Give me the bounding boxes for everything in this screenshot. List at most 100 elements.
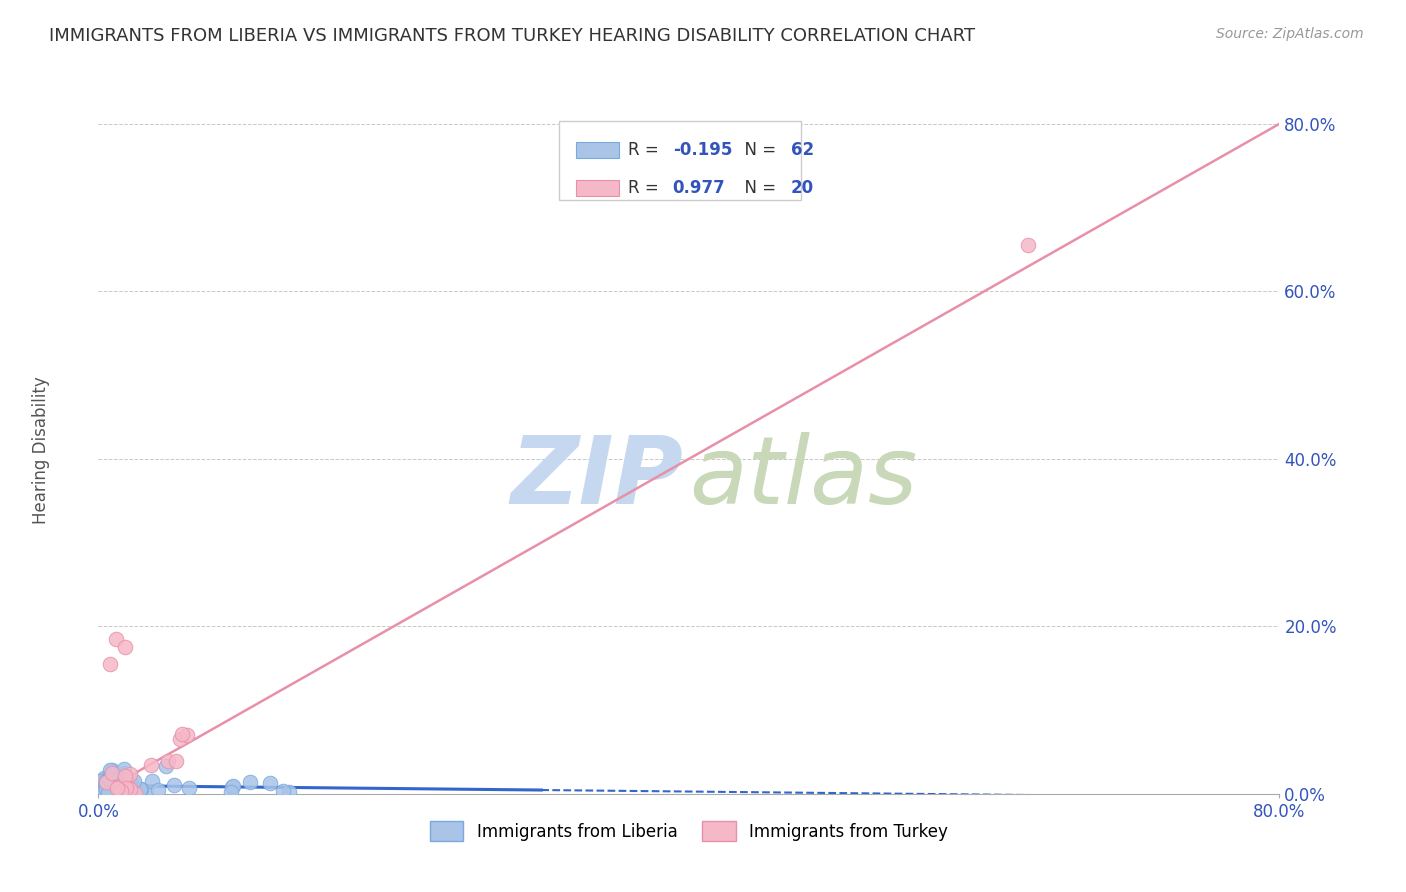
Point [239,775,262,789]
Point [100,771,122,785]
Point [105,632,128,646]
Point [90,774,112,789]
Point [93,786,115,800]
Point [139,758,162,772]
Point [115,781,138,796]
Point [96,776,118,790]
Point [107,772,129,787]
Point [98,764,121,778]
Point [98,781,121,796]
Point [98,772,121,787]
Point [141,774,163,789]
Point [96,774,118,789]
Point [94,782,117,797]
Point [103,786,125,800]
Point [157,754,180,768]
Point [97,786,120,800]
Point [277,785,299,799]
Text: R =: R = [627,141,664,159]
Point [114,769,136,783]
Point [107,784,129,798]
Point [112,765,135,780]
Point [105,781,128,796]
Point [89,786,111,800]
Point [98,772,121,787]
Text: N =: N = [734,179,782,197]
Point [118,766,141,780]
Point [155,759,177,773]
Point [93,783,115,797]
Point [98,784,121,798]
Point [110,784,132,798]
Point [101,780,124,795]
Text: 62: 62 [790,141,814,159]
Point [117,781,139,796]
Text: IMMIGRANTS FROM LIBERIA VS IMMIGRANTS FROM TURKEY HEARING DISABILITY CORRELATION: IMMIGRANTS FROM LIBERIA VS IMMIGRANTS FR… [49,27,976,45]
Point [89,782,111,797]
FancyBboxPatch shape [560,120,801,200]
Point [94,778,117,792]
Point [163,778,186,792]
Point [100,769,122,783]
Point [120,776,142,790]
Point [89,781,111,796]
Text: atlas: atlas [689,433,917,524]
Point [129,782,152,797]
Point [91,786,114,800]
Point [111,777,134,791]
Point [114,640,136,655]
Point [176,728,198,742]
Point [1018,238,1040,252]
Point [93,772,115,786]
Point [221,780,243,794]
Point [118,781,141,796]
Point [110,775,132,789]
Point [129,781,152,796]
Point [100,769,122,783]
Point [271,784,294,798]
Point [114,784,136,798]
Point [91,783,114,797]
Point [89,781,111,796]
Point [96,775,118,789]
Text: Source: ZipAtlas.com: Source: ZipAtlas.com [1216,27,1364,41]
Point [107,773,129,788]
Point [105,779,128,793]
Point [170,727,193,741]
Point [169,731,191,746]
Text: ZIP: ZIP [510,432,683,524]
FancyBboxPatch shape [575,180,620,196]
Point [107,780,129,794]
Point [112,762,135,776]
Point [259,776,281,790]
Text: N =: N = [734,141,782,159]
Point [112,786,135,800]
Point [91,773,114,788]
Point [179,780,201,795]
Point [98,657,121,671]
Point [129,783,152,797]
Text: -0.195: -0.195 [672,141,733,159]
Point [104,781,127,796]
Y-axis label: Hearing Disability: Hearing Disability [32,376,49,524]
Point [96,784,118,798]
Point [165,754,187,768]
Point [101,763,124,777]
Legend: Immigrants from Liberia, Immigrants from Turkey: Immigrants from Liberia, Immigrants from… [423,814,955,847]
Point [222,779,245,793]
Point [97,780,120,794]
Text: 20: 20 [790,179,814,197]
Point [96,773,118,788]
Point [124,786,146,800]
Point [146,783,169,797]
Point [115,778,138,792]
Point [135,785,157,799]
FancyBboxPatch shape [575,142,620,159]
Point [219,784,242,798]
Text: R =: R = [627,179,664,197]
Point [122,773,145,788]
Point [100,765,122,780]
Text: 0.977: 0.977 [672,179,725,197]
Point [100,786,122,800]
Point [110,784,132,798]
